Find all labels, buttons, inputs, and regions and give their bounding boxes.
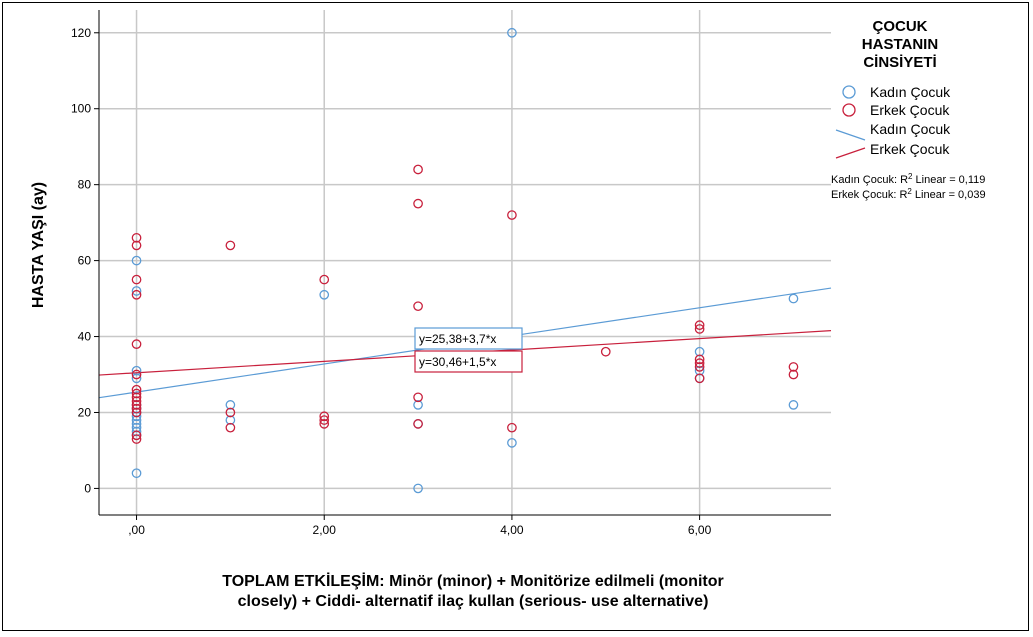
data-point-kadin	[225, 400, 236, 410]
data-point-kadin	[131, 365, 142, 376]
data-point-kadin	[507, 438, 517, 448]
data-point-kadin	[413, 400, 423, 410]
data-point-erkek	[413, 164, 423, 175]
data-point-erkek	[131, 403, 142, 414]
data-point-erkek	[694, 358, 705, 368]
fit-equation-box-kadin	[414, 327, 523, 350]
data-point-erkek	[225, 407, 236, 418]
fit-equations: y=25,38+3,7*x y=30,46+1,5*x	[414, 327, 523, 373]
data-point-kadin	[225, 415, 236, 425]
data-point-erkek	[131, 369, 142, 380]
data-point-kadin	[131, 468, 142, 479]
data-point-kadin	[131, 426, 142, 437]
data-point-erkek	[131, 384, 142, 395]
data-point-kadin	[788, 293, 799, 304]
legend-label-erkek-marker: Erkek Çocuk	[870, 102, 950, 118]
data-point-kadin	[319, 289, 330, 300]
axes: 0 20 40 60 80 100 120 ,00 2,00 4,00 6,00	[71, 10, 831, 537]
data-point-erkek	[413, 198, 423, 209]
data-point-kadin	[788, 400, 799, 410]
y-tick-label: 80	[78, 178, 92, 192]
fit-equation-kadin: y=25,38+3,7*x	[419, 332, 496, 346]
data-point-erkek	[600, 346, 611, 357]
data-points	[131, 27, 799, 494]
data-point-erkek	[788, 369, 799, 380]
data-point-kadin	[131, 419, 142, 429]
data-point-erkek	[131, 434, 142, 444]
data-point-erkek	[413, 419, 423, 429]
data-point-erkek	[694, 373, 705, 384]
legend-label-kadin-marker: Kadın Çocuk	[870, 84, 951, 100]
data-point-erkek	[225, 240, 236, 251]
y-axis-title: HASTA YAŞI (ay)	[30, 182, 47, 308]
data-point-erkek	[788, 362, 799, 372]
fit-equation-erkek: y=30,46+1,5*x	[419, 355, 496, 369]
y-tick-label: 60	[78, 254, 92, 268]
legend-marker-kadin	[842, 85, 856, 99]
x-axis-title-line-2: closely) + Ciddi- alternatif ilaç kullan…	[238, 593, 709, 610]
fit-equation-box-erkek	[414, 350, 523, 373]
r2-kadin: Kadın Çocuk: R2 Linear = 0,119	[831, 172, 985, 186]
data-point-erkek	[131, 339, 142, 349]
x-tick-label: 2,00	[313, 523, 337, 537]
legend-title-line-3: CİNSİYETİ	[863, 54, 936, 71]
data-point-erkek	[131, 388, 142, 399]
data-point-erkek	[131, 392, 142, 403]
legend-title-line-2: HASTANIN	[862, 36, 938, 53]
r2-erkek: Erkek Çocuk: R2 Linear = 0,039	[831, 187, 986, 201]
data-point-erkek	[694, 362, 705, 372]
data-point-erkek	[413, 301, 423, 312]
data-point-kadin	[413, 483, 423, 494]
legend-line-erkek	[835, 147, 866, 159]
y-tick-label: 120	[71, 26, 91, 40]
data-point-kadin	[131, 286, 142, 296]
data-point-erkek	[694, 354, 705, 365]
legend-title-line-1: ÇOCUK	[873, 18, 928, 35]
data-point-erkek	[507, 210, 517, 220]
data-point-kadin	[131, 415, 142, 425]
data-point-erkek	[131, 232, 142, 243]
legend: ÇOCUK HASTANIN CİNSİYETİ Kadın Çocuk Erk…	[831, 18, 986, 201]
y-tick-label: 100	[71, 102, 91, 116]
x-tick-label: ,00	[128, 523, 145, 537]
data-point-erkek	[694, 320, 705, 331]
data-point-erkek	[131, 396, 142, 406]
data-point-erkek	[319, 411, 330, 422]
grid	[99, 10, 831, 515]
data-point-kadin	[507, 27, 517, 38]
data-point-kadin	[694, 365, 705, 376]
y-tick-label: 40	[78, 330, 92, 344]
y-tick-label: 0	[84, 481, 91, 495]
x-axis-title-line-1: TOPLAM ETKİLEŞİM: Minör (minor) + Monitö…	[222, 572, 723, 590]
data-point-erkek	[319, 419, 330, 429]
data-point-erkek	[131, 289, 142, 300]
data-point-erkek	[413, 392, 423, 403]
scatter-chart: 0 20 40 60 80 100 120 ,00 2,00 4,00 6,00 y=25,38+3…	[30, 10, 986, 610]
data-point-erkek	[131, 407, 142, 418]
y-tick-label: 20	[78, 405, 92, 419]
data-point-erkek	[131, 400, 142, 410]
data-point-kadin	[131, 255, 142, 266]
legend-line-kadin	[835, 129, 866, 141]
x-tick-label: 6,00	[688, 523, 712, 537]
data-point-erkek	[131, 240, 142, 251]
data-point-kadin	[131, 373, 142, 384]
data-point-erkek	[507, 422, 517, 433]
x-tick-label: 4,00	[500, 523, 524, 537]
legend-label-kadin-line: Kadın Çocuk	[870, 121, 951, 137]
data-point-erkek	[131, 274, 142, 285]
data-point-erkek	[225, 422, 236, 433]
data-point-erkek	[694, 324, 705, 334]
data-point-erkek	[319, 415, 330, 425]
data-point-erkek	[319, 274, 330, 285]
data-point-kadin	[694, 346, 705, 357]
data-point-erkek	[131, 430, 142, 441]
data-point-kadin	[131, 422, 142, 433]
legend-marker-erkek	[842, 103, 856, 117]
data-point-kadin	[131, 411, 142, 422]
legend-label-erkek-line: Erkek Çocuk	[870, 141, 950, 157]
